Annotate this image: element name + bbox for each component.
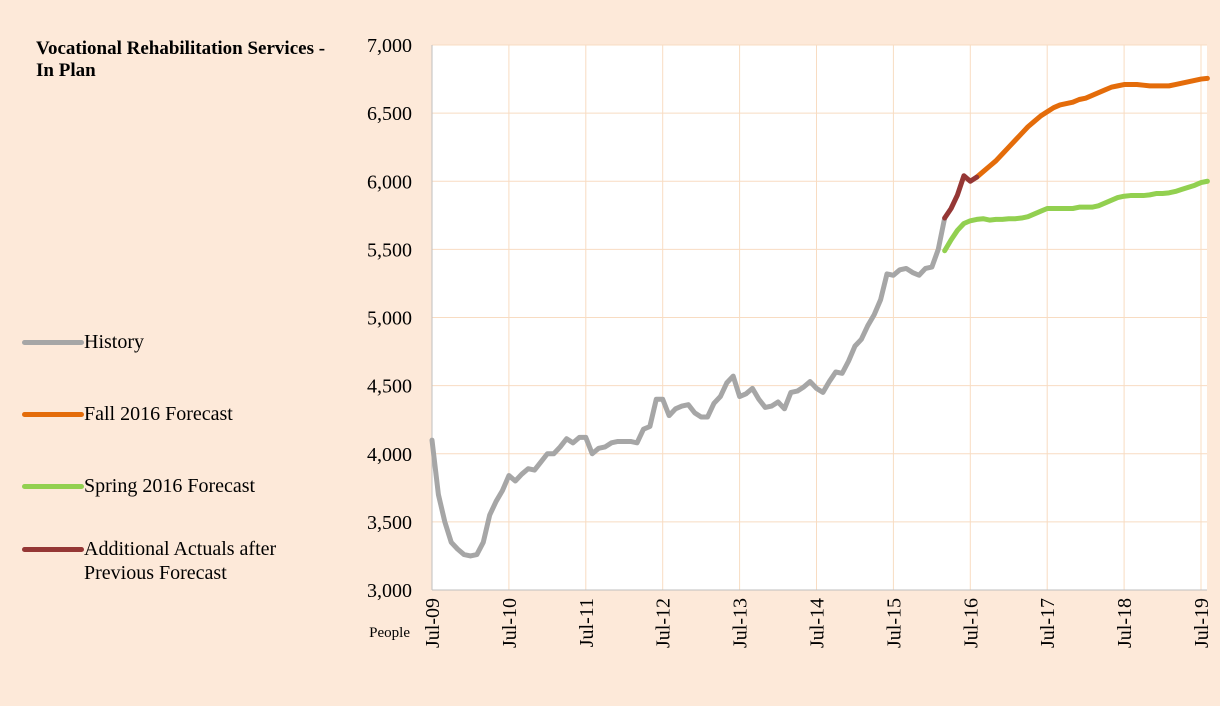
- x-tick-label: Jul-17: [1037, 598, 1059, 648]
- legend-label: Fall 2016 Forecast: [84, 403, 233, 425]
- legend-swatch: [22, 412, 84, 417]
- x-tick-label: Jul-15: [883, 598, 905, 648]
- x-tick-label: Jul-09: [422, 598, 444, 648]
- y-tick-label: 5,000: [367, 308, 412, 330]
- legend-label: History: [84, 331, 144, 353]
- legend-swatch: [22, 547, 84, 552]
- legend-label: Additional Actuals after Previous Foreca…: [84, 538, 277, 584]
- series-line: [429, 215, 948, 559]
- x-tick-label: Jul-10: [499, 598, 521, 648]
- x-tick-label: Jul-19: [1191, 598, 1213, 648]
- legend-item: Spring 2016 Forecast: [22, 474, 336, 498]
- y-tick-label: 6,000: [367, 171, 412, 193]
- y-axis-label: People: [369, 625, 410, 641]
- legend-item: Additional Actuals after Previous Foreca…: [22, 537, 336, 585]
- series-line: [942, 178, 1210, 254]
- legend-swatch: [22, 484, 84, 489]
- y-tick-label: 3,500: [367, 512, 412, 534]
- legend-label: Spring 2016 Forecast: [84, 475, 256, 497]
- y-tick-label: 4,500: [367, 376, 412, 398]
- x-tick-label: Jul-14: [807, 598, 829, 648]
- y-tick-label: 4,000: [367, 444, 412, 466]
- x-tick-label: Jul-12: [653, 598, 675, 648]
- y-tick-label: 3,000: [367, 580, 412, 602]
- series-line: [942, 173, 980, 221]
- series-line: [974, 75, 1210, 180]
- x-tick-label: Jul-18: [1114, 598, 1136, 648]
- x-tick-label: Jul-13: [730, 598, 752, 648]
- legend-item: Fall 2016 Forecast: [22, 402, 336, 426]
- legend-item: History: [22, 330, 336, 354]
- y-tick-label: 6,500: [367, 103, 412, 125]
- y-tick-label: 7,000: [367, 35, 412, 57]
- y-tick-label: 5,500: [367, 239, 412, 261]
- x-tick-label: Jul-16: [960, 598, 982, 648]
- legend-swatch: [22, 340, 84, 345]
- chart-title: Vocational Rehabilitation Services - In …: [36, 38, 326, 81]
- x-tick-label: Jul-11: [576, 598, 598, 647]
